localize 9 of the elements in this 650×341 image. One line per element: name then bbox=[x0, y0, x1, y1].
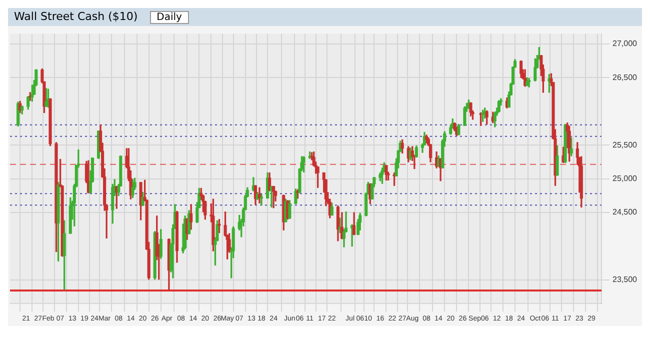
candlestick bbox=[260, 194, 264, 206]
chart-subtitle: Daily bbox=[150, 11, 189, 24]
y-tick-label: 24,500 bbox=[612, 208, 638, 217]
y-tick-label: 26,500 bbox=[612, 72, 638, 82]
chart-title: Wall Street Cash ($10) bbox=[14, 10, 138, 23]
y-tick-label: 25,000 bbox=[612, 174, 638, 184]
y-tick-label: 23,500 bbox=[612, 275, 638, 284]
y-tick-label: 27,000 bbox=[612, 39, 638, 48]
y-tick-label: 25,500 bbox=[612, 140, 638, 150]
